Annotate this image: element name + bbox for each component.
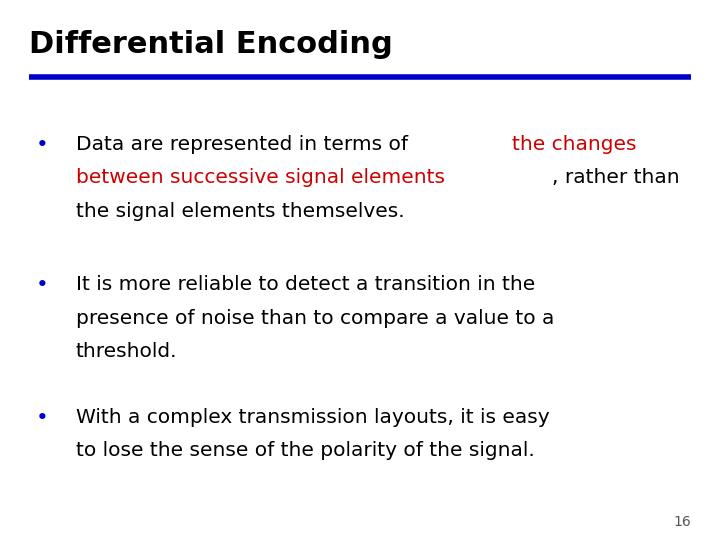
Text: to lose the sense of the polarity of the signal.: to lose the sense of the polarity of the… <box>76 441 534 460</box>
Text: Data are represented in terms of: Data are represented in terms of <box>76 135 414 154</box>
Text: threshold.: threshold. <box>76 342 177 361</box>
Text: Differential Encoding: Differential Encoding <box>29 30 392 59</box>
Text: , rather than: , rather than <box>552 168 680 187</box>
Text: It is more reliable to detect a transition in the: It is more reliable to detect a transiti… <box>76 275 535 294</box>
Text: 16: 16 <box>673 515 691 529</box>
Text: •: • <box>36 135 49 155</box>
Text: With a complex transmission layouts, it is easy: With a complex transmission layouts, it … <box>76 408 549 427</box>
Text: •: • <box>36 408 49 428</box>
Text: presence of noise than to compare a value to a: presence of noise than to compare a valu… <box>76 309 554 328</box>
Text: •: • <box>36 275 49 295</box>
Text: the changes: the changes <box>512 135 636 154</box>
Text: the signal elements themselves.: the signal elements themselves. <box>76 202 404 221</box>
Text: between successive signal elements: between successive signal elements <box>76 168 445 187</box>
